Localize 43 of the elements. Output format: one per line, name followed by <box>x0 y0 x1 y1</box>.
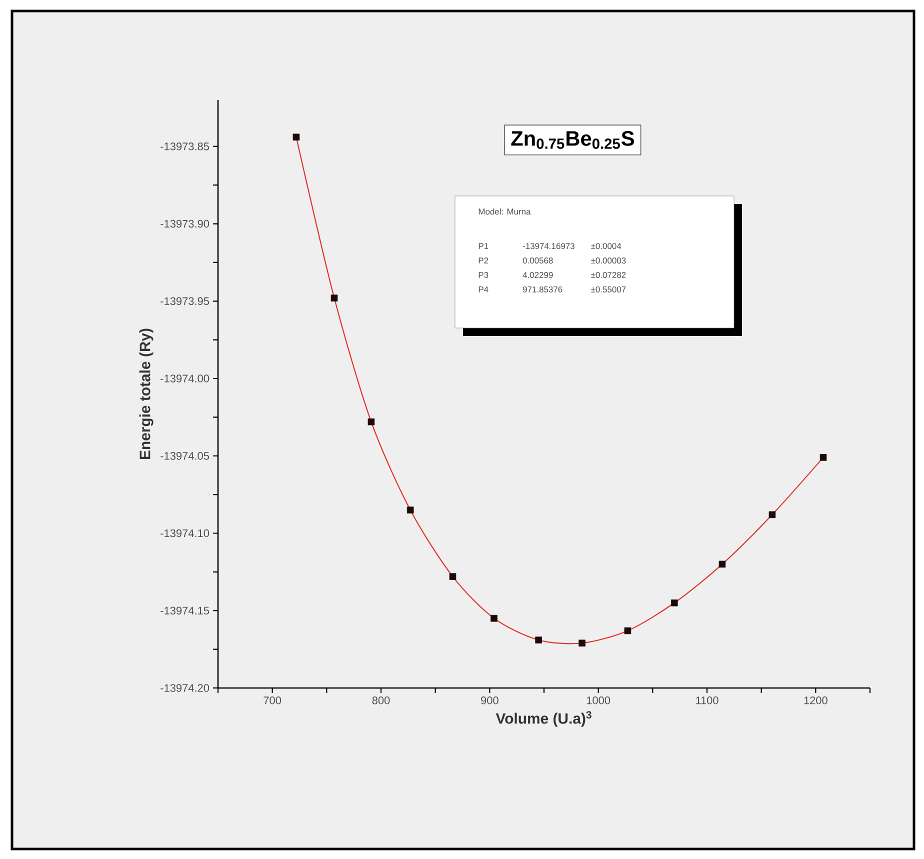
x-tick-label: 1000 <box>586 696 610 704</box>
y-tick-label: -13974.15 <box>160 606 210 614</box>
point <box>768 511 776 518</box>
annotation: -13974.16973 <box>522 243 574 250</box>
annotation: 0.00568 <box>522 258 553 264</box>
x-tick-label: 1200 <box>804 696 828 704</box>
annotation: ±0.55007 <box>591 286 626 292</box>
point <box>330 294 338 302</box>
y-tick-label: -13974.05 <box>160 452 210 460</box>
x-tick-label: 900 <box>481 696 498 704</box>
annotation: Model: Murna <box>478 208 531 215</box>
point <box>490 614 498 622</box>
point <box>624 627 632 634</box>
annotation: ±0.00003 <box>591 258 626 264</box>
x-tick-label: 700 <box>264 696 282 704</box>
point <box>820 454 827 461</box>
point <box>671 599 678 606</box>
point <box>535 636 542 644</box>
x-tick-label: 800 <box>372 696 390 704</box>
point <box>449 573 456 580</box>
annotation: P1 <box>478 243 488 249</box>
y-tick-label: -13973.85 <box>160 142 210 150</box>
y-tick-label: -13974.10 <box>160 529 210 538</box>
x-axis-title: Volume (U.a)$^{3}$ <box>496 711 592 727</box>
annotation: P4 <box>478 286 488 292</box>
y-axis-title: Energie totale (Ry) <box>139 328 154 459</box>
y-tick-label: -13974.20 <box>160 684 210 692</box>
point <box>718 560 726 568</box>
annotation: Zn$_{0.75}$Be$_{0.25}$S <box>511 131 634 149</box>
annotation: ±0.07282 <box>591 272 626 278</box>
x-tick-label: 1100 <box>696 696 718 704</box>
y-tick-label: -13973.90 <box>160 220 210 228</box>
annotation: P2 <box>478 258 488 264</box>
y-tick-label: -13973.95 <box>160 297 210 306</box>
point <box>578 640 586 646</box>
annotation: P3 <box>478 272 488 278</box>
point <box>292 134 300 141</box>
annotation: 971.85376 <box>522 286 562 292</box>
y-tick-label: -13974.00 <box>160 374 210 382</box>
annotation: ±0.0004 <box>591 243 622 250</box>
point <box>368 418 375 426</box>
point <box>406 506 414 514</box>
annotation: 4.02299 <box>522 272 553 278</box>
